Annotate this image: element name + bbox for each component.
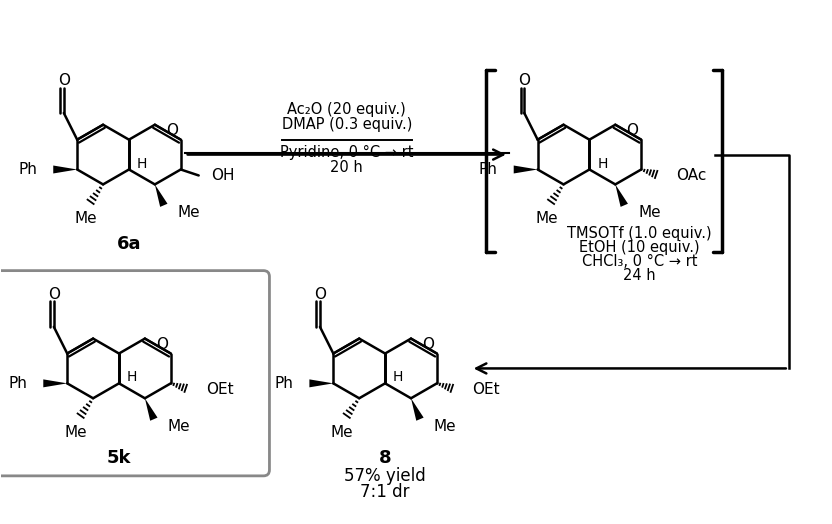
Text: TMSOTf (1.0 equiv.): TMSOTf (1.0 equiv.) [567,226,712,241]
Text: Ph: Ph [479,162,498,177]
Polygon shape [155,184,167,207]
Polygon shape [43,379,67,387]
Text: Me: Me [434,419,457,434]
Text: H: H [137,157,147,170]
Text: 6a: 6a [116,235,141,253]
Text: Ac₂O (20 equiv.): Ac₂O (20 equiv.) [287,102,406,117]
Text: 20 h: 20 h [330,160,363,175]
Text: Me: Me [331,424,354,440]
Text: 8: 8 [379,449,391,467]
Text: CHCl₃, 0 °C → rt: CHCl₃, 0 °C → rt [582,254,697,269]
Text: OH: OH [210,168,234,183]
Text: Ph: Ph [18,162,37,177]
Polygon shape [310,379,334,387]
Text: EtOH (10 equiv.): EtOH (10 equiv.) [579,240,700,255]
Polygon shape [411,398,423,421]
Text: O: O [166,123,178,138]
Text: O: O [47,287,60,302]
Text: Pyridine, 0 °C → rt: Pyridine, 0 °C → rt [280,145,414,160]
Text: DMAP (0.3 equiv.): DMAP (0.3 equiv.) [281,117,412,132]
Text: O: O [422,336,434,352]
Text: H: H [597,157,607,170]
Polygon shape [53,166,77,173]
Text: O: O [518,73,530,88]
Text: Me: Me [65,424,87,440]
Text: O: O [156,336,168,352]
Text: OAc: OAc [676,168,706,183]
Text: Me: Me [168,419,191,434]
Text: Me: Me [638,205,661,220]
Polygon shape [145,398,157,421]
Text: OEt: OEt [206,382,233,397]
Text: 57% yield: 57% yield [344,467,426,485]
Text: 24 h: 24 h [623,268,656,283]
Text: H: H [127,370,137,385]
Text: 5k: 5k [106,449,131,467]
Text: Me: Me [75,211,97,226]
Polygon shape [513,166,537,173]
Text: Ph: Ph [275,376,294,391]
Text: Ph: Ph [8,376,27,391]
Polygon shape [616,184,628,207]
Text: O: O [626,123,638,138]
Text: H: H [393,370,404,385]
Text: O: O [57,73,70,88]
Text: OEt: OEt [472,382,499,397]
Text: Me: Me [535,211,558,226]
Text: Me: Me [178,205,201,220]
Text: 7:1 dr: 7:1 dr [360,483,410,501]
Text: O: O [314,287,326,302]
